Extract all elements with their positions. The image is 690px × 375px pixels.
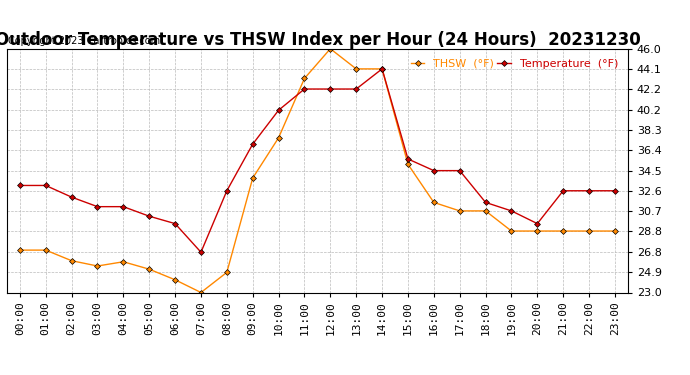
THSW  (°F) [145,267,153,272]
THSW  (°F) [482,209,490,213]
THSW  (°F) [248,176,257,180]
Temperature  (°F) [300,87,308,91]
THSW  (°F) [611,229,619,233]
THSW  (°F) [41,248,50,252]
THSW  (°F) [352,67,360,71]
Temperature  (°F) [455,168,464,173]
THSW  (°F) [68,258,76,263]
Temperature  (°F) [378,67,386,71]
THSW  (°F) [119,260,128,264]
Temperature  (°F) [559,189,567,193]
Temperature  (°F) [404,157,412,161]
THSW  (°F) [300,76,308,81]
Temperature  (°F) [430,168,438,173]
Temperature  (°F) [197,250,205,255]
Temperature  (°F) [93,204,101,209]
Temperature  (°F) [585,189,593,193]
Legend: THSW  (°F), Temperature  (°F): THSW (°F), Temperature (°F) [406,54,622,73]
Temperature  (°F) [68,195,76,200]
THSW  (°F) [197,290,205,295]
THSW  (°F) [16,248,24,252]
Temperature  (°F) [223,189,231,193]
THSW  (°F) [404,162,412,166]
Temperature  (°F) [145,214,153,219]
Temperature  (°F) [352,87,360,91]
THSW  (°F) [93,264,101,268]
Title: Outdoor Temperature vs THSW Index per Hour (24 Hours)  20231230: Outdoor Temperature vs THSW Index per Ho… [0,31,640,49]
Temperature  (°F) [611,189,619,193]
Temperature  (°F) [507,209,515,213]
THSW  (°F) [455,209,464,213]
Temperature  (°F) [16,183,24,188]
Text: Copyright 2023 Cartronics.com: Copyright 2023 Cartronics.com [8,36,159,46]
THSW  (°F) [430,200,438,205]
Temperature  (°F) [533,221,542,226]
Temperature  (°F) [482,200,490,205]
Temperature  (°F) [171,221,179,226]
THSW  (°F) [507,229,515,233]
THSW  (°F) [585,229,593,233]
Temperature  (°F) [41,183,50,188]
Line: Temperature  (°F): Temperature (°F) [18,67,617,254]
THSW  (°F) [171,278,179,282]
THSW  (°F) [223,270,231,274]
THSW  (°F) [559,229,567,233]
THSW  (°F) [275,135,283,140]
Temperature  (°F) [248,142,257,146]
Temperature  (°F) [275,108,283,112]
THSW  (°F) [378,67,386,71]
THSW  (°F) [326,46,335,51]
Temperature  (°F) [326,87,335,91]
Temperature  (°F) [119,204,128,209]
Line: THSW  (°F): THSW (°F) [18,46,617,295]
THSW  (°F) [533,229,542,233]
